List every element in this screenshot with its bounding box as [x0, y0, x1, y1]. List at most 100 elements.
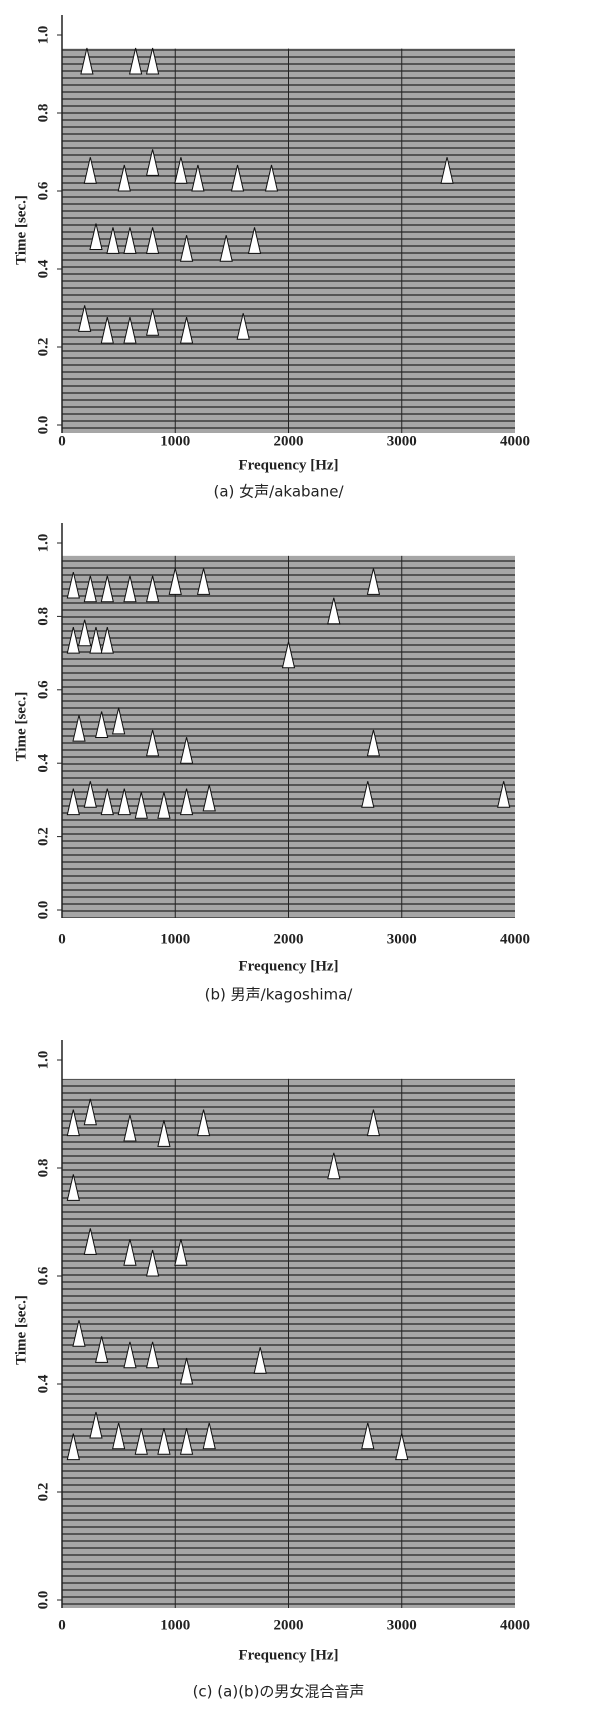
- spectral-peak: [66, 1433, 80, 1461]
- spectral-peak: [366, 729, 381, 757]
- spectral-peak: [145, 149, 160, 176]
- spectral-peak: [145, 1249, 160, 1277]
- spectral-peak: [247, 227, 262, 254]
- spectral-peak: [202, 1422, 216, 1450]
- spectral-peak: [134, 1428, 148, 1455]
- x-tick-label: 1000: [160, 433, 190, 449]
- spectral-peak: [117, 164, 131, 192]
- caption: (b) 男声/kagoshima/: [205, 986, 354, 1004]
- x-tick-label: 2000: [274, 1617, 304, 1633]
- spectral-peak: [145, 47, 160, 75]
- y-tick-label: 0.0: [35, 416, 51, 435]
- spectral-peak: [196, 568, 211, 595]
- spectral-peak: [83, 1228, 97, 1255]
- spectral-peak: [327, 597, 341, 625]
- y-tick-label: 1.0: [35, 534, 51, 553]
- y-axis-label: Time [sec.]: [13, 1295, 29, 1365]
- spectral-peak: [95, 1336, 109, 1363]
- y-tick-label: 0.2: [35, 1483, 51, 1502]
- spectral-peak: [66, 1109, 80, 1137]
- spectral-peak: [100, 575, 114, 603]
- spectral-peak: [106, 227, 120, 254]
- spectral-peak: [157, 792, 171, 819]
- x-axis-label: Frequency [Hz]: [238, 958, 338, 974]
- spectral-peak: [123, 1341, 137, 1369]
- spectral-peak: [100, 626, 114, 654]
- spectral-peak: [78, 305, 92, 332]
- spectral-peak: [168, 568, 182, 595]
- caption: (a) 女声/akabane/: [213, 483, 344, 501]
- x-tick-label: 2000: [274, 433, 304, 449]
- spectral-peak: [89, 1411, 103, 1439]
- x-axis-label: Frequency [Hz]: [238, 1647, 338, 1663]
- spectral-peak: [174, 1239, 188, 1266]
- spectral-peak: [179, 1428, 194, 1455]
- spectral-peak: [83, 575, 97, 603]
- spectral-peak: [66, 1174, 80, 1201]
- spectral-peak: [123, 227, 137, 254]
- y-tick-label: 0.2: [35, 338, 51, 357]
- spectral-peak: [157, 1428, 171, 1455]
- spectral-peak: [281, 641, 296, 669]
- spectral-peak: [128, 47, 143, 75]
- y-tick-label: 0.6: [35, 680, 51, 699]
- spectral-peak: [327, 1152, 341, 1180]
- y-tick-label: 1.0: [35, 1051, 51, 1070]
- spectral-peak: [80, 47, 94, 75]
- spectral-peak: [179, 737, 194, 764]
- spectral-peak: [100, 316, 114, 344]
- y-tick-label: 0.6: [35, 1266, 51, 1285]
- y-tick-label: 0.4: [35, 753, 51, 772]
- spectral-peak: [83, 1098, 97, 1126]
- spectral-peak: [145, 309, 160, 336]
- x-tick-label: 4000: [500, 1617, 530, 1633]
- y-axis-label: Time [sec.]: [13, 692, 29, 762]
- spectral-peak: [123, 1114, 137, 1142]
- spectral-peak: [66, 788, 80, 816]
- spectral-peak: [179, 316, 194, 344]
- spectral-peak: [145, 729, 160, 757]
- x-tick-label: 0: [58, 433, 66, 449]
- spectral-peak: [202, 784, 216, 812]
- spectral-peak: [395, 1433, 409, 1461]
- spectral-peak: [123, 575, 137, 603]
- x-tick-label: 3000: [387, 931, 417, 947]
- spectral-peak: [145, 1341, 160, 1369]
- spectral-peak: [66, 626, 80, 654]
- spectral-peak: [123, 316, 137, 344]
- spectral-peak: [100, 788, 114, 816]
- y-axis-label: Time [sec.]: [13, 195, 29, 265]
- spectral-peak: [230, 164, 245, 192]
- spectral-peak: [89, 223, 103, 250]
- caption: (c) (a)(b)の男女混合音声: [193, 1683, 365, 1701]
- spectral-peak: [72, 1320, 86, 1347]
- spectral-peak: [361, 781, 375, 808]
- spectral-peak: [179, 788, 194, 816]
- spectral-peak: [123, 1239, 137, 1266]
- spectral-peak: [72, 715, 86, 742]
- spectral-peak: [145, 575, 160, 603]
- x-tick-label: 4000: [500, 931, 530, 947]
- x-tick-label: 3000: [387, 1617, 417, 1633]
- x-tick-label: 2000: [274, 931, 304, 947]
- y-tick-label: 0.8: [35, 104, 51, 123]
- spectral-peak: [191, 164, 205, 192]
- spectral-peak: [253, 1347, 267, 1374]
- x-tick-label: 1000: [160, 1617, 190, 1633]
- spectral-peak: [196, 1109, 211, 1137]
- spectral-peak: [111, 707, 126, 735]
- spectral-peak: [179, 235, 194, 262]
- spectral-peak: [497, 781, 511, 808]
- spectral-peak: [366, 1109, 381, 1137]
- x-axis-label: Frequency [Hz]: [238, 457, 338, 473]
- spectral-peak: [236, 313, 250, 340]
- y-tick-label: 0.8: [35, 607, 51, 626]
- spectral-peak: [174, 157, 188, 184]
- spectral-peak: [366, 568, 381, 595]
- spectral-peak: [134, 792, 148, 819]
- x-tick-label: 0: [58, 1617, 66, 1633]
- spectral-peak: [83, 157, 97, 184]
- spectral-peak: [440, 157, 454, 184]
- spectral-peak: [66, 571, 80, 599]
